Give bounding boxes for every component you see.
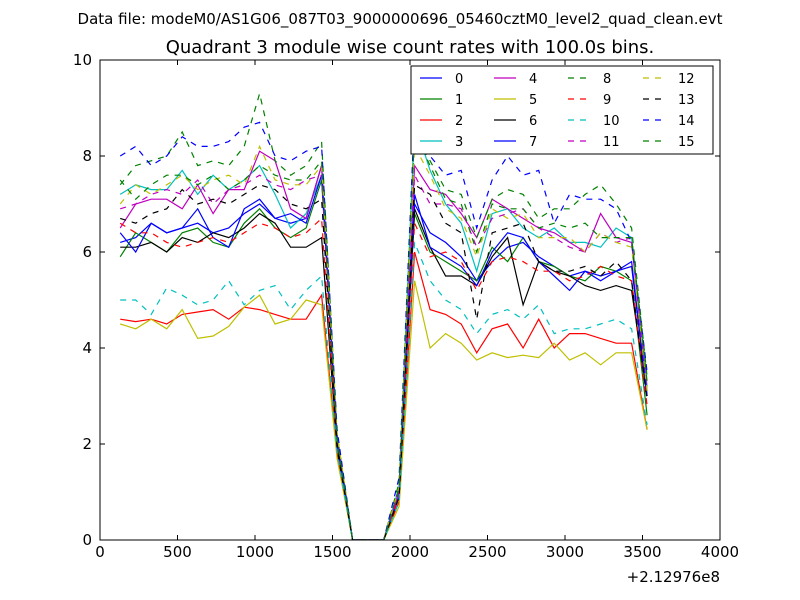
- series-layer: [119, 91, 648, 540]
- x-tick-label: 4000: [701, 543, 739, 561]
- legend-label: 1: [455, 93, 463, 108]
- series-line-7: [119, 175, 648, 540]
- series-line-10: [120, 242, 648, 540]
- legend-label: 11: [603, 135, 620, 150]
- x-offset-label: +2.12976e8: [627, 568, 720, 586]
- series-line-9: [119, 217, 648, 540]
- legend-label: 13: [678, 93, 695, 108]
- x-tick-label: 3500: [623, 543, 661, 561]
- legend-entry-1: 1: [420, 93, 463, 108]
- series-line-4: [119, 150, 648, 540]
- x-tick-label: 500: [163, 543, 192, 561]
- legend-label: 8: [603, 72, 611, 87]
- legend-entry-14: 14: [643, 114, 695, 129]
- legend-entry-3: 3: [420, 135, 463, 150]
- series-line-0: [120, 165, 648, 540]
- legend-label: 5: [529, 93, 537, 108]
- y-tick-label: 10: [73, 51, 92, 69]
- legend-label: 14: [678, 114, 695, 129]
- legend-label: 7: [529, 135, 537, 150]
- x-tick-label: 0: [95, 543, 105, 561]
- legend-entry-10: 10: [568, 114, 620, 129]
- legend-entry-11: 11: [568, 135, 620, 150]
- y-tick-label: 4: [82, 339, 92, 357]
- series-line-3: [119, 122, 648, 540]
- x-tick-label: 3000: [546, 543, 584, 561]
- series-line-5: [120, 280, 648, 540]
- legend-entry-4: 4: [494, 72, 537, 87]
- series-line-8: [119, 91, 648, 540]
- legend-label: 9: [603, 93, 611, 108]
- legend-entry-7: 7: [494, 135, 537, 150]
- legend-entry-8: 8: [568, 72, 611, 87]
- legend-label: 0: [455, 72, 463, 87]
- legend-label: 10: [603, 114, 620, 129]
- legend-entry-5: 5: [494, 93, 537, 108]
- y-tick-label: 8: [82, 147, 92, 165]
- x-tick-label: 1500: [313, 543, 351, 561]
- y-tick-label: 6: [82, 243, 92, 261]
- legend-label: 3: [455, 135, 463, 150]
- y-tick-label: 2: [82, 435, 92, 453]
- series-line-11: [120, 173, 648, 540]
- legend-label: 12: [678, 72, 695, 87]
- series-line-15: [119, 131, 648, 540]
- legend-label: 4: [529, 72, 537, 87]
- legend-entry-12: 12: [643, 72, 695, 87]
- legend-entry-13: 13: [643, 93, 695, 108]
- legend-entry-15: 15: [643, 135, 695, 150]
- chart-suptitle: Data file: modeM0/AS1G06_087T03_90000006…: [78, 10, 723, 29]
- series-line-1: [119, 179, 648, 540]
- series-line-12: [119, 144, 648, 540]
- series-line-2: [120, 251, 648, 540]
- legend-label: 15: [678, 135, 695, 150]
- series-line-6: [120, 208, 648, 540]
- chart-title: Quadrant 3 module wise count rates with …: [166, 37, 655, 58]
- x-tick-label: 1000: [236, 543, 274, 561]
- series-line-14: [119, 112, 648, 540]
- legend-label: 6: [529, 114, 537, 129]
- x-tick-label: 2000: [391, 543, 429, 561]
- legend-entry-6: 6: [494, 114, 537, 129]
- legend-entry-0: 0: [420, 72, 463, 87]
- y-tick-label: 0: [82, 531, 92, 549]
- legend-label: 2: [455, 114, 463, 129]
- x-tick-label: 2500: [468, 543, 506, 561]
- legend-frame: [410, 65, 714, 155]
- legend-entry-2: 2: [420, 114, 463, 129]
- series-line-13: [120, 183, 648, 540]
- legend-entry-9: 9: [568, 93, 611, 108]
